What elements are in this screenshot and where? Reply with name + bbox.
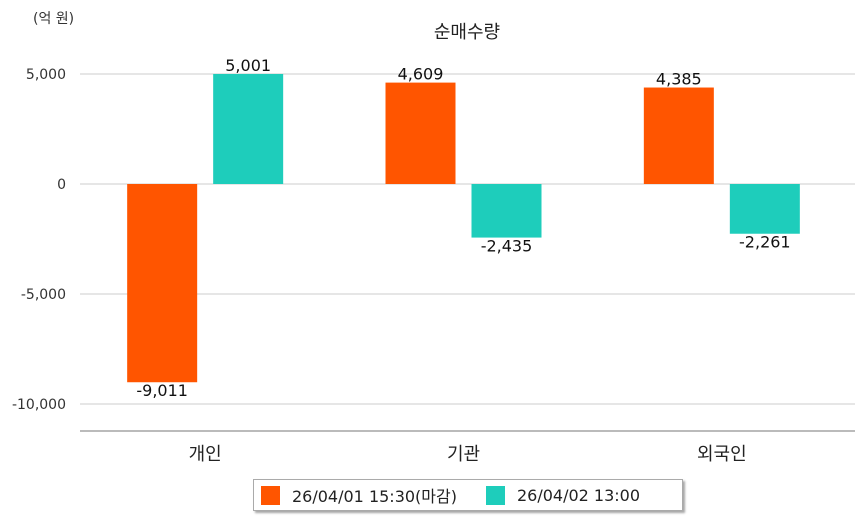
legend-item-series-2[interactable]: 26/04/02 13:00 [485, 485, 641, 505]
data-label: -2,435 [481, 237, 533, 256]
y-tick-label: -10,000 [12, 397, 66, 413]
bar [213, 73, 284, 184]
y-tick-label: 0 [57, 177, 66, 193]
x-tick-label: 기관 [447, 444, 480, 465]
x-tick-label: 개인 [189, 444, 222, 465]
data-label: 4,385 [656, 70, 702, 89]
y-tick-label: 5,000 [26, 67, 66, 83]
unit-label: (억 원) [33, 11, 75, 27]
chart-legend: 26/04/01 15:30(마감) 26/04/02 13:00 [253, 479, 683, 511]
data-label: 4,609 [398, 65, 444, 84]
legend-swatch-series-1 [261, 485, 280, 505]
legend-item-series-1[interactable]: 26/04/01 15:30(마감) [261, 483, 457, 507]
x-tick-label: 외국인 [697, 444, 747, 465]
chart-title: 순매수량 [433, 22, 501, 43]
legend-label-series-1: 26/04/01 15:30(마감) [292, 487, 457, 506]
legend-label-series-2: 26/04/02 13:00 [516, 485, 641, 505]
data-label: -9,011 [136, 381, 188, 400]
bar [127, 184, 198, 383]
bar [471, 184, 542, 238]
bar [729, 184, 800, 234]
data-label: 5,001 [225, 56, 271, 75]
bar [643, 87, 714, 184]
data-label: -2,261 [739, 233, 791, 252]
legend-swatch-series-2 [485, 485, 505, 505]
y-tick-label: -5,000 [21, 287, 66, 303]
bar [385, 82, 456, 184]
